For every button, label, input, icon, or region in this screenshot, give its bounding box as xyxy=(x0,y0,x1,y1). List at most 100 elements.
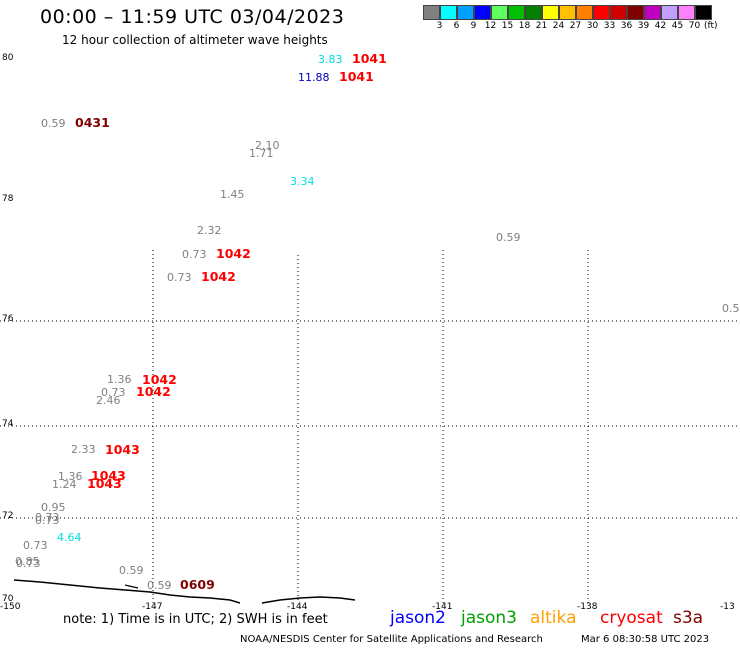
wave-height-value: 0.59 xyxy=(496,231,521,244)
colorbar xyxy=(423,5,712,20)
orbit-number: 0609 xyxy=(180,577,215,592)
colorbar-label: 42 xyxy=(654,21,667,31)
wave-height-value: 2.32 xyxy=(197,224,222,237)
wave-height-value: 1.24 xyxy=(52,478,77,491)
wave-height-value: 1.45 xyxy=(220,188,245,201)
wave-height-value: 0.73 xyxy=(16,557,41,570)
orbit-number: 1042 xyxy=(216,246,251,261)
colorbar-swatch xyxy=(457,5,474,20)
wave-height-value: 2.46 xyxy=(96,394,121,407)
lat-label: 74 xyxy=(2,419,14,429)
colorbar-unit: (ft) xyxy=(704,21,718,31)
lon-label: -144 xyxy=(287,602,308,612)
map-title: 00:00 – 11:59 UTC 03/04/2023 xyxy=(40,6,345,28)
wave-height-value: 0.59 xyxy=(119,564,144,577)
wave-height-value: 0.5 xyxy=(722,302,740,315)
wave-height-value: 0.59 xyxy=(41,117,66,130)
colorbar-swatch xyxy=(491,5,508,20)
wave-height-value: 0.73 xyxy=(182,248,207,261)
lat-label: 78 xyxy=(2,194,14,204)
colorbar-swatch xyxy=(559,5,576,20)
orbit-number: 1042 xyxy=(201,269,236,284)
footer-note: note: 1) Time is in UTC; 2) SWH is in fe… xyxy=(63,612,328,627)
colorbar-swatch xyxy=(661,5,678,20)
wave-height-value: 3.83 xyxy=(318,53,343,66)
colorbar-swatch xyxy=(644,5,661,20)
observation-values: 3.83 11.88 0.59 2.101.71 3.34 1.45 0.59 2.32 0.7… xyxy=(15,53,740,592)
lat-label: 72 xyxy=(2,511,13,521)
lat-label: 70 xyxy=(2,594,14,604)
colorbar-label: 12 xyxy=(484,21,497,31)
latitude-labels: 80 78 76 74 72 70 xyxy=(2,53,14,604)
colorbar-swatch xyxy=(610,5,627,20)
wave-height-value: 1.36 xyxy=(107,373,132,386)
legend-jason2: jason2 xyxy=(390,608,446,628)
colorbar-label: 3 xyxy=(436,21,443,31)
wave-height-value: 2.33 xyxy=(71,443,96,456)
lat-label: 76 xyxy=(2,314,14,324)
map-subtitle: 12 hour collection of altimeter wave hei… xyxy=(62,33,328,47)
colorbar-swatch xyxy=(508,5,525,20)
legend-altika: altika xyxy=(530,608,577,628)
wave-height-value: 4.64 xyxy=(57,531,82,544)
colorbar-label: 45 xyxy=(671,21,684,31)
lon-label: -147 xyxy=(142,602,162,612)
lon-label: -13 xyxy=(720,602,735,612)
wave-height-value: 0.59 xyxy=(147,579,172,592)
orbit-number: 1041 xyxy=(339,69,374,84)
colorbar-swatch xyxy=(627,5,644,20)
wave-height-value: 1.36 xyxy=(58,470,83,483)
colorbar-label: 24 xyxy=(552,21,565,31)
colorbar-swatch xyxy=(474,5,491,20)
lat-lon-grid xyxy=(0,250,740,603)
wave-height-value: 0.95 xyxy=(41,501,66,514)
legend-jason3: jason3 xyxy=(461,608,517,628)
colorbar-swatch xyxy=(440,5,457,20)
colorbar-label: 18 xyxy=(518,21,531,31)
credit-line: NOAA/NESDIS Center for Satellite Applica… xyxy=(240,634,543,645)
wave-height-value: 11.88 xyxy=(298,71,330,84)
wave-height-value: 0.73 xyxy=(23,539,48,552)
colorbar-label: 30 xyxy=(586,21,599,31)
orbit-number: 1043 xyxy=(87,476,122,491)
wave-height-value: 2.10 xyxy=(255,139,280,152)
longitude-labels: -150 -147 -144 -141 -138 -13 xyxy=(0,602,735,612)
colorbar-label: 9 xyxy=(470,21,477,31)
colorbar-label: 33 xyxy=(603,21,616,31)
colorbar-swatch xyxy=(423,5,440,20)
colorbar-label: 27 xyxy=(569,21,582,31)
colorbar-label: 21 xyxy=(535,21,548,31)
lon-label: -150 xyxy=(0,602,21,612)
orbit-number: 0431 xyxy=(75,115,110,130)
colorbar-swatch xyxy=(678,5,695,20)
colorbar-label: 36 xyxy=(620,21,633,31)
generation-timestamp: Mar 6 08:30:58 UTC 2023 xyxy=(581,634,710,645)
orbit-number: 1042 xyxy=(136,384,171,399)
wave-height-value: 0.73 xyxy=(35,514,60,527)
colorbar-swatch xyxy=(695,5,712,20)
orbit-number: 1041 xyxy=(352,51,387,66)
colorbar-swatch xyxy=(576,5,593,20)
colorbar-label: 39 xyxy=(637,21,650,31)
coastline xyxy=(13,579,356,604)
wave-height-value: 0.85 xyxy=(15,555,40,568)
lon-label: -141 xyxy=(432,602,452,612)
orbit-number: 1043 xyxy=(105,442,140,457)
orbit-number: 1042 xyxy=(142,372,177,387)
wave-height-value: 3.34 xyxy=(290,175,315,188)
colorbar-label: 15 xyxy=(501,21,514,31)
legend-cryosat: cryosat xyxy=(600,608,663,628)
colorbar-swatch xyxy=(525,5,542,20)
orbit-labels: 1041104104311042104210421042104310431043… xyxy=(75,51,387,592)
orbit-number: 1043 xyxy=(91,468,126,483)
coastline-east xyxy=(261,596,356,604)
lat-label: 80 xyxy=(2,53,14,63)
colorbar-swatch xyxy=(593,5,610,20)
coastline-alaska xyxy=(13,579,241,604)
colorbar-label: 6 xyxy=(453,21,460,31)
wave-height-value: 0.73 xyxy=(167,271,192,284)
coastline-island xyxy=(124,584,139,589)
wave-height-value: 1.71 xyxy=(249,147,274,160)
wave-height-value: 0.73 xyxy=(101,386,126,399)
